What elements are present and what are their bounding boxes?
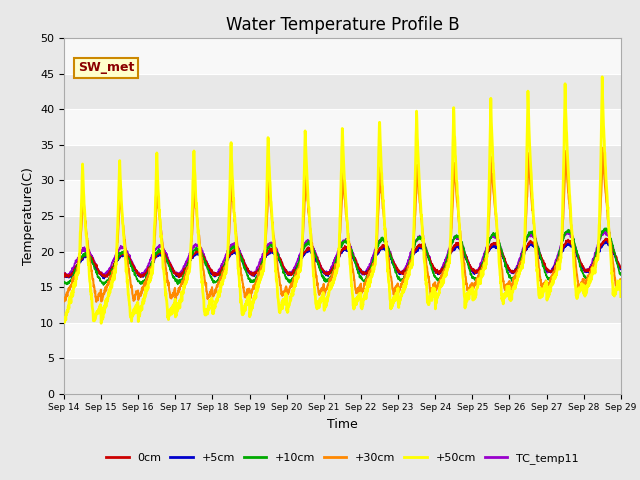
X-axis label: Time: Time bbox=[327, 418, 358, 431]
Y-axis label: Temperature(C): Temperature(C) bbox=[22, 167, 35, 265]
Bar bbox=[64, 216, 621, 252]
Bar bbox=[64, 323, 621, 358]
Bar bbox=[64, 74, 621, 109]
Legend: 0cm, +5cm, +10cm, +30cm, +50cm, TC_temp11: 0cm, +5cm, +10cm, +30cm, +50cm, TC_temp1… bbox=[102, 449, 583, 468]
Bar bbox=[64, 252, 621, 287]
Bar bbox=[64, 38, 621, 74]
Bar bbox=[64, 180, 621, 216]
Title: Water Temperature Profile B: Water Temperature Profile B bbox=[225, 16, 460, 34]
Bar bbox=[64, 287, 621, 323]
Bar bbox=[64, 358, 621, 394]
Bar bbox=[64, 145, 621, 180]
Text: SW_met: SW_met bbox=[78, 61, 134, 74]
Bar bbox=[64, 109, 621, 145]
